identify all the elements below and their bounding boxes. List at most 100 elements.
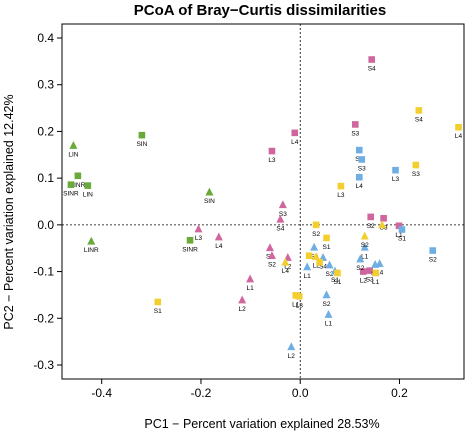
point-label: SIN	[136, 141, 147, 148]
data-point: L2	[312, 252, 321, 270]
point-marker-triangle	[310, 242, 319, 251]
point-marker-square	[312, 221, 320, 229]
data-point: S2	[267, 251, 276, 269]
point-label: SINR	[182, 246, 198, 253]
data-point: S2	[322, 290, 331, 308]
point-marker-square	[67, 181, 75, 188]
point-label: S4	[368, 66, 376, 73]
data-point: S2	[429, 247, 437, 264]
point-label: S2	[312, 231, 320, 238]
point-marker-square	[380, 215, 387, 222]
data-point: L1	[324, 310, 333, 328]
data-point: S4	[415, 107, 423, 123]
data-points: LIN LINR SINR LIN LINR SIN SIN SINR L4 L3 S3 S4 S3 S4…	[63, 56, 463, 360]
chart-title: PCoA of Bray−Curtis dissimilarities	[134, 2, 386, 19]
point-label: L1	[395, 232, 403, 239]
point-marker-triangle	[324, 310, 333, 318]
point-marker-triangle	[205, 187, 214, 196]
y-axis-label: PC2 − Percent variation explained 12.42%	[2, 94, 16, 329]
point-label: L4	[291, 139, 299, 146]
data-point: S3	[412, 161, 420, 178]
data-point: L2	[287, 342, 296, 360]
point-marker-triangle	[214, 232, 223, 241]
data-point: L1	[360, 242, 369, 260]
data-point	[378, 220, 387, 229]
data-point: LIN	[68, 140, 79, 158]
point-marker-square	[334, 269, 341, 277]
point-marker-square	[186, 236, 194, 244]
point-marker-square	[367, 213, 374, 221]
point-label: SINR	[63, 191, 79, 198]
point-marker-square	[84, 182, 92, 189]
x-axis-label: PC1 − Percent variation explained 28.53%	[144, 417, 379, 431]
point-label: L2	[239, 306, 247, 313]
point-marker-triangle	[246, 274, 255, 283]
y-tick-label: 0.2	[37, 124, 54, 138]
point-marker-triangle	[278, 200, 287, 209]
x-tick-label: 0.2	[391, 386, 408, 400]
point-label: LIN	[83, 192, 93, 199]
data-point: S2	[360, 231, 369, 249]
data-point: LIN	[83, 182, 93, 199]
data-point: L3	[392, 166, 400, 183]
data-point: SINR	[63, 181, 79, 198]
point-marker-square	[138, 131, 146, 139]
y-tick-label: -0.3	[33, 358, 54, 372]
y-axis: -0.3 -0.2 -0.1 0.0 0.1 0.2 0.3 0.4	[33, 31, 62, 372]
point-marker-triangle	[322, 290, 331, 299]
point-label: L1	[246, 285, 254, 292]
point-label: SIN	[204, 198, 215, 205]
point-label: L2	[312, 263, 320, 270]
point-label: S1	[331, 277, 339, 284]
data-point: SINR	[182, 236, 198, 253]
point-marker-triangle	[265, 243, 274, 252]
point-marker-square	[392, 166, 399, 174]
point-marker-triangle	[312, 252, 321, 260]
point-label: L3	[337, 192, 345, 199]
point-marker-triangle	[360, 231, 369, 240]
point-label: LIN	[68, 151, 78, 158]
data-point: L4	[291, 129, 299, 146]
point-marker-triangle	[267, 251, 276, 260]
point-marker-square	[355, 173, 363, 181]
point-label: S3	[358, 165, 366, 172]
data-point: L3	[268, 147, 276, 164]
point-marker-square	[154, 298, 162, 306]
y-tick-label: 0.1	[37, 171, 54, 185]
point-label: S1	[398, 236, 406, 243]
data-point: SIN	[204, 187, 215, 205]
data-point: S3	[358, 156, 366, 172]
point-marker-square	[358, 156, 366, 163]
point-marker-triangle	[378, 220, 387, 229]
point-marker-triangle	[281, 257, 290, 266]
point-label: L3	[392, 176, 400, 183]
point-marker-square	[323, 234, 330, 242]
point-marker-triangle	[69, 140, 78, 149]
point-label: L1	[372, 279, 380, 286]
data-point: S2	[367, 213, 375, 230]
data-point: S3	[278, 200, 287, 218]
point-marker-triangle	[87, 236, 96, 245]
data-point: S1	[333, 269, 342, 286]
point-marker-square	[292, 292, 300, 299]
point-label: L4	[376, 270, 384, 277]
data-point: L1	[246, 274, 255, 292]
point-label: S3	[279, 211, 287, 218]
point-label: L4	[356, 183, 364, 190]
point-label: L3	[195, 235, 203, 242]
point-label: LINR	[70, 182, 85, 189]
y-tick-label: 0.0	[37, 218, 54, 232]
point-marker-square	[352, 121, 359, 128]
point-label: S3	[412, 171, 420, 178]
point-label: L4	[455, 133, 463, 140]
point-label: S2	[268, 262, 276, 269]
data-point: S1	[398, 226, 406, 243]
y-tick-label: 0.4	[37, 31, 54, 45]
point-marker-square	[316, 258, 323, 266]
point-label: S3	[351, 130, 359, 137]
y-tick-label: -0.2	[33, 311, 54, 325]
point-marker-square	[395, 222, 403, 230]
data-point: L3	[337, 182, 345, 199]
data-point: L2	[238, 295, 247, 313]
